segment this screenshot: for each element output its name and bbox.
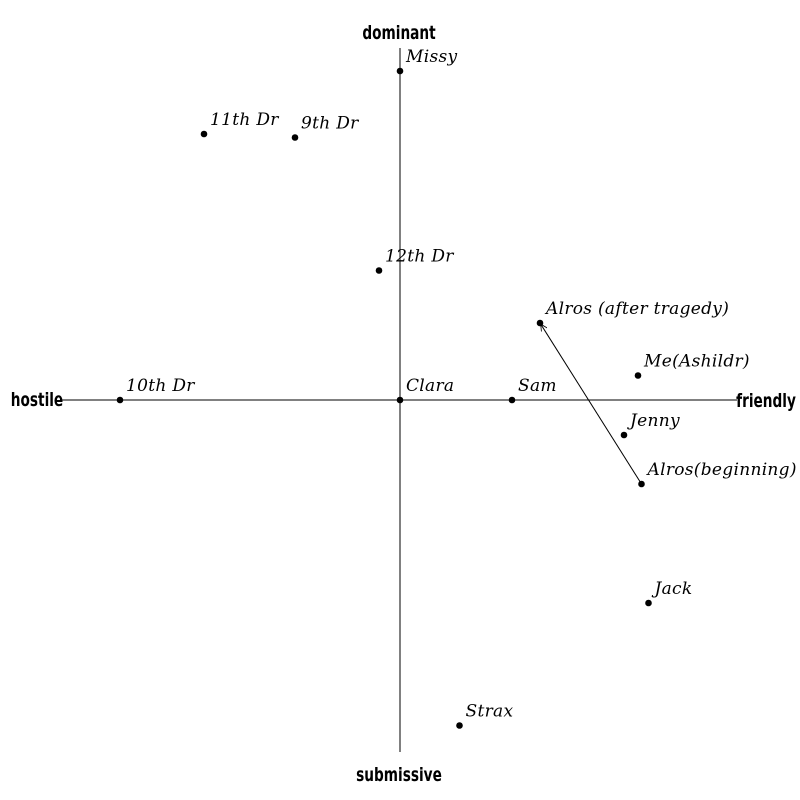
point-9th-dr bbox=[291, 134, 299, 141]
point-label-sam: Sam bbox=[518, 376, 557, 396]
point-label-11th-dr: 11th Dr bbox=[210, 110, 279, 130]
point-label-me-ashildr: Me(Ashildr) bbox=[643, 352, 750, 372]
axis-label-dominant: dominant bbox=[362, 22, 435, 44]
point-alros-beginning bbox=[638, 480, 645, 488]
point-label-9th-dr: 9th Dr bbox=[301, 114, 359, 134]
point-label-missy: Missy bbox=[405, 47, 457, 67]
point-label-10th-dr: 10th Dr bbox=[126, 376, 195, 396]
point-label-jack: Jack bbox=[652, 579, 693, 599]
point-label-strax: Strax bbox=[466, 702, 514, 722]
point-11th-dr bbox=[200, 130, 208, 138]
point-jack bbox=[645, 599, 652, 607]
arrow-alros-beginning-to-alros-after-tragedy bbox=[541, 325, 642, 485]
point-missy bbox=[396, 67, 404, 75]
axis-label-hostile: hostile bbox=[11, 389, 63, 411]
point-jenny bbox=[620, 431, 628, 439]
annotations bbox=[541, 325, 642, 485]
point-label-alros-after-tragedy: Alros (after tragedy) bbox=[544, 299, 729, 319]
point-strax bbox=[456, 722, 463, 729]
point-label-alros-beginning: Alros(beginning) bbox=[646, 460, 797, 480]
axis-label-friendly: friendly bbox=[736, 390, 796, 412]
point-10th-dr bbox=[116, 396, 124, 404]
point-me-ashildr bbox=[634, 372, 642, 379]
axis-label-submissive: submissive bbox=[356, 764, 442, 786]
point-clara bbox=[396, 396, 404, 404]
point-label-clara: Clara bbox=[406, 376, 454, 396]
point-label-12th-dr: 12th Dr bbox=[385, 247, 454, 267]
point-sam bbox=[508, 396, 516, 404]
point-alros-after-tragedy bbox=[536, 319, 544, 327]
point-label-jenny: Jenny bbox=[627, 411, 680, 431]
point-12th-dr bbox=[375, 267, 383, 274]
points: Missy 11th Dr 9th Dr 12th Dr Alros (after tr… bbox=[116, 47, 797, 729]
